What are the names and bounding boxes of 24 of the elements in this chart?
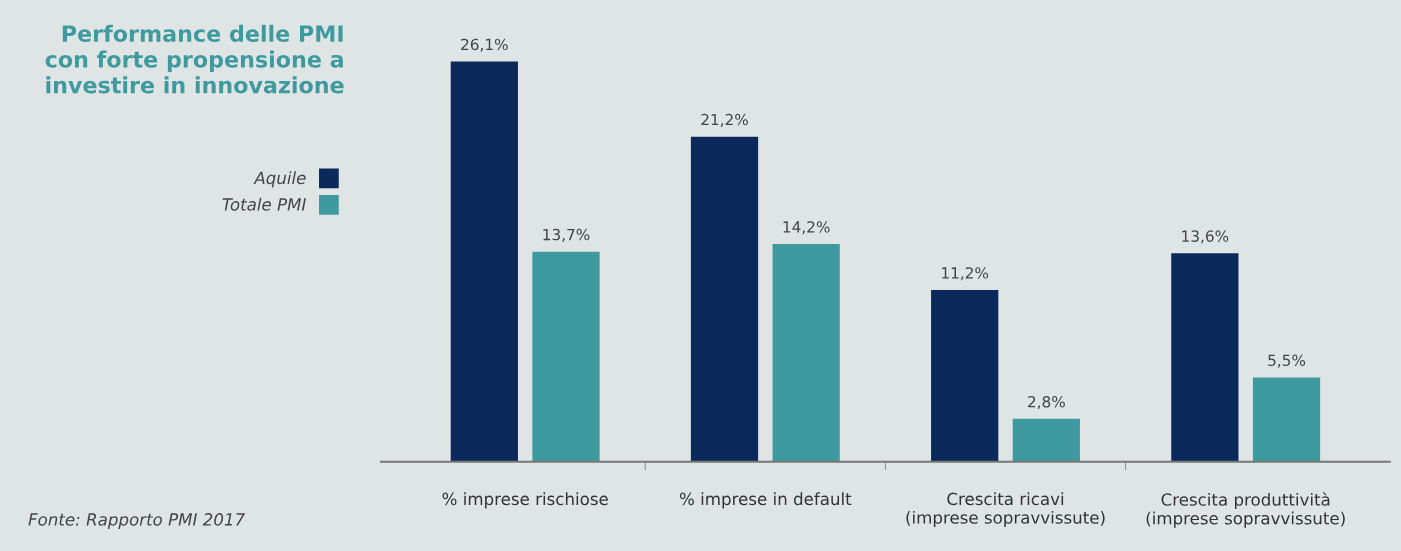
data-label: 13,6% [1182,230,1229,244]
bar [532,251,600,462]
bar [1012,418,1080,462]
data-label: 21,2% [701,113,748,127]
data-label: 14,2% [783,221,830,235]
data-label: 2,8% [1028,395,1065,410]
data-label: 26,1% [461,38,508,52]
x-tick-label: Crescita ricavi (imprese sopravvissute) [906,492,1105,528]
source-note: Fonte: Rapporto PMI 2017 [28,513,246,529]
x-tick-label: % imprese in default [679,492,852,509]
bar [690,136,759,462]
bar [772,243,840,462]
data-label: 11,2% [942,267,989,281]
x-tick-label: % imprese rischiose [442,492,608,509]
bar [450,61,518,462]
bar [931,289,999,462]
bar [1171,253,1239,462]
data-label: 5,5% [1268,354,1306,368]
legend-label: Aquile [253,171,306,188]
data-label: 13,7% [543,228,590,242]
x-tick-label: Crescita produttività (imprese sopravvissute) [1146,492,1345,528]
text: Performance delle PMI con forte propensione a investire in innovazione [45,24,344,94]
legend-label: Totale PMI [222,197,306,211]
bar [1252,377,1321,462]
